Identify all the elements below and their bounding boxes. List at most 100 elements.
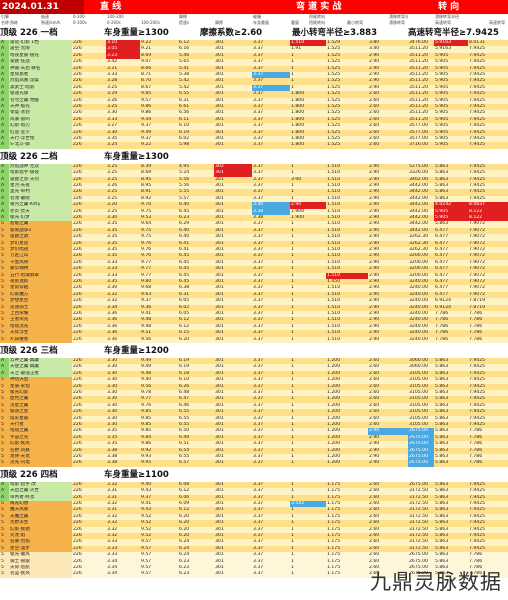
table-cell: 3.37 — [252, 460, 290, 467]
table-cell: 7.9425 — [468, 110, 508, 117]
table-cell: 3105.00 — [408, 422, 434, 429]
table-cell: 6.23 — [178, 571, 214, 578]
table-cell: 226 — [72, 370, 106, 378]
table-cell: 7.786 — [468, 565, 508, 572]
table-cell: 2.90 — [368, 428, 408, 435]
table-cell: 2.90 — [368, 52, 408, 60]
table-cell: 9.93 — [140, 454, 178, 461]
car-name-cell: 苍穹之翼·觉醒 — [9, 97, 72, 104]
table-cell: 301 — [214, 215, 252, 222]
table-cell: 3.37 — [252, 409, 290, 416]
table-cell: 226 — [72, 104, 106, 111]
table-cell: 8.69 — [140, 52, 178, 60]
table-cell: 301 — [214, 52, 252, 60]
table-cell: 2.60 — [368, 539, 408, 546]
subheader-cell: 高速转弯 — [488, 20, 508, 26]
table-cell: A — [0, 170, 9, 177]
car-name-cell: 天启之翼·灭世 — [9, 488, 72, 495]
table-cell: 1.510 — [326, 272, 368, 279]
table-cell: 6.477 — [434, 285, 468, 292]
table-cell: 2.90 — [368, 259, 408, 267]
subheader-cell: 重量 — [290, 20, 308, 26]
table-cell: 1 — [290, 488, 326, 495]
table-cell: A — [0, 40, 9, 47]
table-cell: 226 — [72, 40, 106, 47]
table-cell: 2.60 — [368, 110, 408, 117]
table-cell: 3.25 — [106, 104, 140, 111]
subheader-cell — [468, 14, 488, 20]
table-cell: 7.9425 — [468, 163, 508, 171]
car-name-cell: 上古荣耀 — [9, 311, 72, 318]
subheader-cell: 100-200 — [106, 14, 140, 20]
table-cell: A — [0, 202, 9, 209]
table-cell: 5.863 — [434, 396, 468, 403]
table-cell: 3.38 — [106, 454, 140, 461]
table-cell: 3.37 — [252, 526, 290, 533]
table-cell: 1.525 — [326, 110, 368, 117]
table-cell: 1.510 — [326, 259, 368, 267]
table-cell: 1 — [290, 253, 326, 260]
table-cell: 5 — [0, 253, 9, 260]
table-cell: 9.85 — [140, 428, 178, 435]
table-cell: 6.31 — [178, 97, 214, 104]
table-cell: 3511.20 — [408, 46, 434, 53]
table-cell: 1.510 — [326, 285, 368, 292]
table-cell: 3262.30 — [408, 247, 434, 254]
table-cell: 3.33 — [106, 266, 140, 273]
table-cell: 5.863 — [434, 370, 468, 378]
table-cell: 9.85 — [140, 422, 178, 429]
table-cell: 9.76 — [140, 402, 178, 410]
table-cell: 8.0131 — [468, 40, 508, 47]
tier-title: 顶级 226 一档 — [0, 28, 58, 38]
table-cell: 226 — [72, 247, 106, 254]
table-cell: 9.57 — [140, 552, 178, 559]
car-name-cell: 风暴·雷鸣 — [9, 116, 72, 124]
table-cell: 226 — [72, 72, 106, 79]
table-cell: 301 — [214, 488, 252, 495]
car-name-cell: 雷霆之歌 — [9, 234, 72, 241]
car-name-cell: 骑士·银狼 — [9, 558, 72, 565]
subheader-cell — [368, 14, 388, 20]
table-cell: 3.37 — [252, 311, 290, 318]
table-cell: 3.37 — [252, 65, 290, 72]
table-cell: 5 — [0, 415, 9, 422]
table-cell: 6.26 — [178, 383, 214, 390]
table-cell: 301 — [214, 441, 252, 448]
table-cell: 1.200 — [326, 358, 368, 365]
table-cell: 5 — [0, 317, 9, 324]
table-cell: A — [0, 110, 9, 117]
car-name-cell: 极限战争2 — [9, 227, 72, 235]
table-cell: 1.200 — [326, 402, 368, 410]
table-cell: 5 — [0, 526, 9, 533]
table-cell: 3105.00 — [408, 383, 434, 390]
table-cell: 1.510 — [326, 311, 368, 318]
subheader-cell — [468, 20, 488, 26]
car-name-cell: 星际旅者 — [9, 72, 72, 79]
car-name-cell: S-北斗·御 — [9, 142, 72, 149]
car-name-cell: 龙骨·天龙 — [9, 454, 72, 461]
table-cell: 226 — [72, 390, 106, 397]
table-cell: 3.37 — [252, 428, 290, 435]
table-cell: 301 — [214, 221, 252, 228]
table-cell: 301 — [214, 460, 252, 467]
table-cell: 3.37 — [252, 116, 290, 124]
table-cell: 9.37 — [140, 298, 178, 305]
table-cell: 226 — [72, 253, 106, 260]
table-cell: 226 — [72, 552, 106, 559]
table-cell: 301 — [214, 481, 252, 489]
table-cell: 226 — [72, 240, 106, 247]
table-cell: 2.90 — [368, 247, 408, 254]
table-cell: 2675.00 — [408, 565, 434, 572]
car-name-cell: 魔天风暴 — [9, 507, 72, 514]
table-cell: 7.786 — [434, 323, 468, 331]
table-cell: A — [0, 129, 9, 136]
table-cell: 3.33 — [106, 72, 140, 79]
car-name-cell: 天之·最强王者 — [9, 370, 72, 378]
table-cell: 4.0242 — [434, 202, 468, 209]
table-cell: 3.30 — [106, 110, 140, 117]
car-name-cell: 暗影·猎手 改 — [9, 481, 72, 489]
table-cell: 1.510 — [326, 208, 368, 215]
table-cell: 7.9425 — [468, 402, 508, 410]
table-cell: 2.90 — [368, 72, 408, 79]
table-cell: 7.786 — [468, 311, 508, 318]
